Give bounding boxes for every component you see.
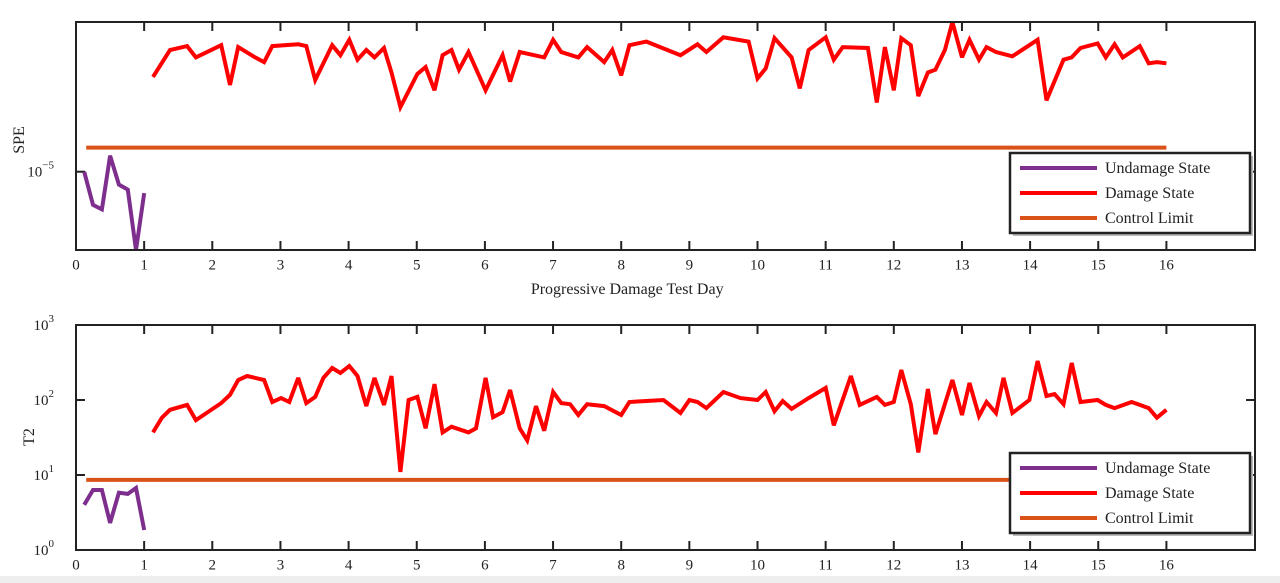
x-tick-label: 15 [1091, 257, 1106, 273]
x-tick-label: 13 [954, 257, 969, 273]
series-line [82, 155, 147, 251]
bottom-strip [0, 576, 1280, 583]
legend: Undamage State Damage State Control Limit [1008, 151, 1253, 236]
x-tick-label: 1 [140, 257, 148, 273]
x-tick-label: 10 [750, 257, 765, 273]
x-tick-label: 11 [818, 557, 832, 573]
panel: 0 1 2 3 4 5 6 7 8 9 10 11 12 13 14 15 1610−5Progressive … [11, 21, 1256, 298]
x-tick-label: 1 [140, 557, 148, 573]
y-tick-base: 10 [34, 468, 49, 484]
x-tick-label: 8 [617, 557, 625, 573]
y-tick-exponent: 1 [49, 463, 55, 475]
legend-label: Control Limit [1105, 210, 1194, 227]
x-tick-label: 5 [413, 257, 421, 273]
x-tick-label: 9 [686, 557, 694, 573]
x-tick-label: 0 [72, 257, 80, 273]
x-tick-label: 8 [617, 257, 625, 273]
x-tick-label: 3 [277, 557, 285, 573]
x-tick-label: 7 [549, 557, 557, 573]
x-tick-label: 15 [1091, 557, 1106, 573]
x-tick-label: 16 [1159, 257, 1175, 273]
legend-label: Damage State [1105, 185, 1194, 202]
x-tick-label: 2 [209, 557, 217, 573]
legend: Undamage State Damage State Control Limit [1008, 451, 1253, 536]
x-tick-label: 3 [277, 257, 285, 273]
x-tick-label: 0 [72, 557, 80, 573]
x-tick-label: 5 [413, 557, 421, 573]
y-tick-label: 101 [34, 463, 55, 484]
x-tick-label: 7 [549, 257, 557, 273]
x-tick-label: 14 [1023, 257, 1039, 273]
y-tick-label: 10−5 [27, 160, 54, 181]
y-tick-base: 10 [34, 318, 49, 334]
y-tick-exponent: 3 [49, 313, 55, 325]
y-tick-label: 102 [34, 388, 55, 409]
y-tick-base: 10 [27, 165, 42, 181]
x-tick-label: 11 [818, 257, 832, 273]
x-tick-label: 12 [886, 557, 901, 573]
y-tick-label: 100 [34, 538, 55, 559]
x-tick-label: 9 [686, 257, 694, 273]
y-tick-base: 10 [34, 543, 49, 559]
axes-box [75, 324, 1256, 551]
legend-label: Undamage State [1105, 460, 1210, 477]
x-tick-label: 6 [481, 257, 489, 273]
y-tick-base: 10 [34, 393, 49, 409]
y-tick-label: 103 [34, 313, 55, 334]
x-tick-label: 16 [1159, 557, 1175, 573]
x-tick-label: 4 [345, 257, 353, 273]
x-tick-label: 10 [750, 557, 765, 573]
series-line [82, 484, 147, 531]
panel: 0 1 2 3 4 5 6 7 8 9 10 11 12 13 14 15 16100101102103T2Un… [21, 313, 1256, 573]
series-line [151, 21, 1167, 113]
y-tick-exponent: −5 [42, 160, 54, 172]
series-group [82, 360, 1168, 531]
axes-box [75, 21, 1256, 251]
y-axis-label: SPE [11, 126, 28, 154]
x-tick-label: 2 [209, 257, 217, 273]
series-group [82, 21, 1167, 251]
x-tick-label: 4 [345, 557, 353, 573]
legend-label: Undamage State [1105, 160, 1210, 177]
legend-label: Damage State [1105, 485, 1194, 502]
y-tick-exponent: 0 [49, 538, 55, 550]
x-tick-label: 13 [954, 557, 969, 573]
x-tick-label: 12 [886, 257, 901, 273]
x-tick-label: 14 [1023, 557, 1039, 573]
series-line [151, 360, 1168, 473]
legend-label: Control Limit [1105, 510, 1194, 527]
x-tick-label: 6 [481, 557, 489, 573]
x-axis-label: Progressive Damage Test Day [531, 281, 724, 298]
y-tick-exponent: 2 [49, 388, 55, 400]
y-axis-label: T2 [21, 428, 38, 446]
